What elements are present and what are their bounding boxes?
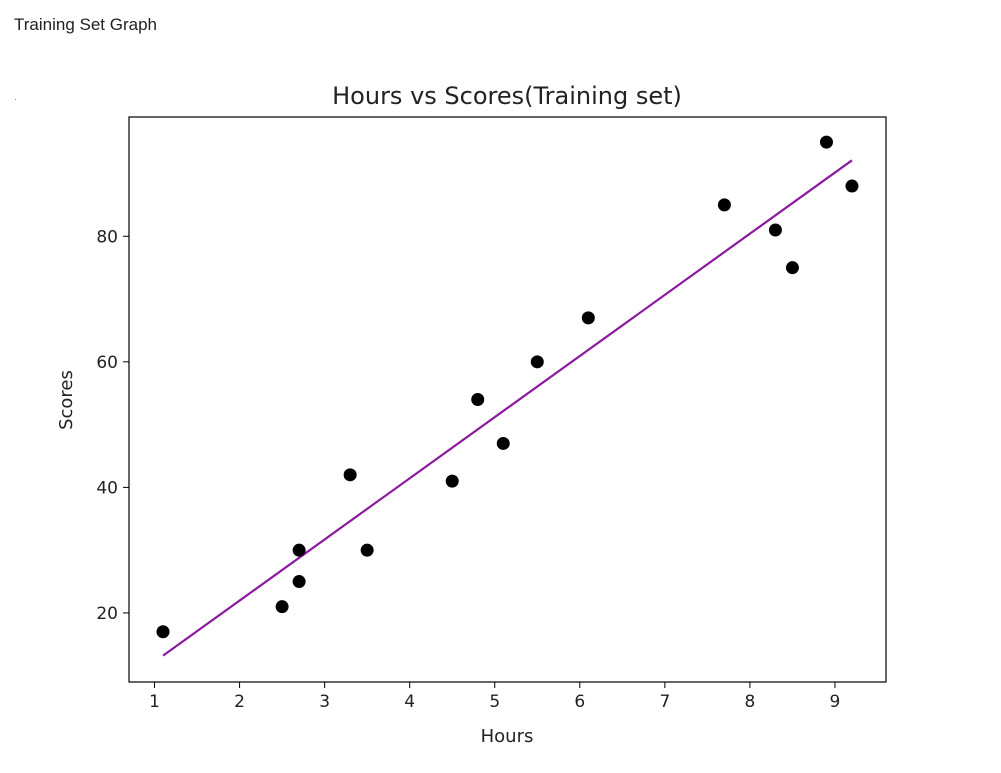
chart-title: Hours vs Scores(Training set)	[332, 82, 682, 110]
data-point	[581, 311, 595, 325]
x-tick-label: 3	[319, 692, 330, 712]
x-axis: 1 2 3 4 5 6 7 8 9	[149, 682, 840, 712]
x-tick-label: 9	[830, 692, 841, 712]
data-point	[343, 468, 357, 482]
x-axis-label: Hours	[481, 726, 534, 747]
x-tick-label: 7	[659, 692, 670, 712]
data-point	[785, 261, 799, 275]
y-axis-label: Scores	[56, 370, 77, 430]
data-point	[445, 474, 459, 488]
regression-line	[162, 159, 853, 657]
x-tick-label: 2	[234, 692, 245, 712]
regression-line-group	[162, 159, 853, 657]
plot-frame	[128, 116, 887, 683]
y-tick-label: 40	[96, 478, 118, 498]
data-points	[156, 135, 859, 639]
y-axis: 20 40 60 80	[96, 227, 129, 624]
x-tick-label: 5	[489, 692, 500, 712]
x-tick-label: 1	[149, 692, 160, 712]
x-tick-label: 8	[744, 692, 755, 712]
data-point	[275, 600, 289, 614]
data-point	[292, 543, 306, 557]
stray-dot	[15, 99, 16, 100]
data-point	[845, 179, 859, 193]
data-point	[717, 198, 731, 212]
data-point	[530, 355, 544, 369]
data-point	[496, 436, 510, 450]
x-tick-label: 6	[574, 692, 585, 712]
y-tick-label: 80	[96, 227, 118, 247]
y-tick-label: 20	[96, 604, 118, 624]
data-point	[360, 543, 374, 557]
data-point	[768, 223, 782, 237]
data-point	[471, 393, 485, 406]
x-tick-label: 4	[404, 692, 415, 712]
y-tick-label: 60	[96, 353, 118, 373]
data-point	[292, 575, 306, 589]
page-heading: Training Set Graph	[14, 15, 157, 34]
data-point	[156, 625, 170, 639]
data-point	[819, 135, 833, 149]
